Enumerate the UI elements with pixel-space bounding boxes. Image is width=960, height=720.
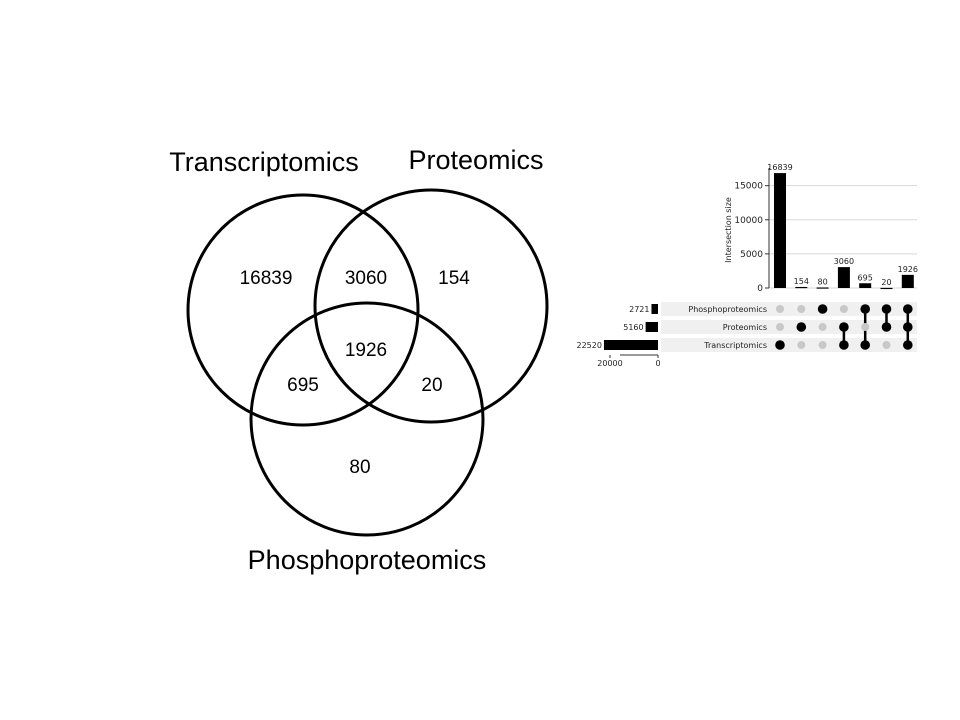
matrix-dot-filled bbox=[860, 340, 870, 350]
set-size-label: 22520 bbox=[576, 341, 601, 350]
y-tick-label: 10000 bbox=[734, 216, 763, 226]
upset-set-size-bars: 2721 5160 22520 20000 0 bbox=[576, 304, 661, 368]
set-size-bar bbox=[651, 304, 658, 314]
set-name-label: Phosphoproteomics bbox=[688, 305, 767, 314]
count-transcriptomics-phospho: 695 bbox=[287, 375, 319, 396]
set-name-label: Proteomics bbox=[723, 323, 767, 332]
matrix-row-shade bbox=[661, 338, 917, 352]
y-tick-label: 5000 bbox=[740, 250, 763, 260]
matrix-dot-filled bbox=[839, 340, 849, 350]
matrix-dot-empty bbox=[839, 305, 848, 313]
set-size-label: 2721 bbox=[629, 305, 649, 314]
intersection-bar bbox=[859, 283, 872, 288]
y-tick-label: 0 bbox=[757, 284, 763, 294]
intersection-bar bbox=[880, 287, 893, 290]
matrix-row-shade bbox=[661, 320, 917, 334]
intersection-bar bbox=[774, 173, 786, 288]
intersection-value-label: 20 bbox=[881, 278, 891, 287]
count-proteomics-only: 154 bbox=[438, 268, 470, 289]
set-size-label: 5160 bbox=[623, 323, 643, 332]
set-size-tick-label: 20000 bbox=[597, 359, 622, 368]
count-all-three: 1926 bbox=[345, 340, 387, 361]
matrix-dot-empty bbox=[776, 305, 784, 313]
matrix-dot-empty bbox=[818, 323, 827, 331]
matrix-dot-empty bbox=[882, 341, 891, 349]
set-size-tick-label: 0 bbox=[655, 359, 660, 368]
upset-plot: Phosphoproteomics Proteomics Transcriptomi… bbox=[576, 163, 917, 368]
matrix-dot-empty bbox=[818, 341, 827, 349]
proteomics-label: Proteomics bbox=[408, 145, 543, 175]
matrix-dot-filled bbox=[839, 322, 849, 332]
count-transcriptomics-proteomics: 3060 bbox=[345, 268, 387, 289]
intersection-value-label: 3060 bbox=[834, 257, 854, 266]
intersection-value-label: 1926 bbox=[898, 265, 918, 274]
transcriptomics-circle bbox=[186, 193, 420, 427]
matrix-dot-filled bbox=[903, 304, 913, 314]
matrix-dot-filled bbox=[796, 322, 807, 332]
set-size-bar bbox=[645, 322, 658, 332]
count-transcriptomics-only: 16839 bbox=[240, 268, 293, 289]
count-proteomics-phospho: 20 bbox=[421, 375, 442, 396]
transcriptomics-label: Transcriptomics bbox=[169, 147, 359, 177]
y-tick-label: 15000 bbox=[734, 182, 763, 192]
matrix-dot-filled bbox=[903, 322, 913, 332]
matrix-dot-filled bbox=[881, 304, 892, 314]
proteomics-circle bbox=[313, 188, 549, 424]
intersection-bar bbox=[795, 286, 808, 289]
intersection-value-label: 154 bbox=[794, 277, 809, 286]
intersection-value-label: 16839 bbox=[767, 163, 792, 172]
set-size-bar bbox=[603, 340, 658, 350]
matrix-dot-filled bbox=[775, 340, 785, 350]
set-name-label: Transcriptomics bbox=[703, 341, 767, 350]
count-phospho-only: 80 bbox=[349, 457, 370, 478]
matrix-dot-empty bbox=[797, 341, 806, 349]
intersection-value-label: 80 bbox=[818, 277, 828, 286]
matrix-dot-filled bbox=[860, 304, 870, 314]
matrix-dot-empty bbox=[776, 323, 784, 331]
matrix-row-shade bbox=[661, 302, 917, 316]
venn-diagram: Transcriptomics Proteomics Phosphoproteo… bbox=[169, 145, 549, 575]
matrix-dot-empty bbox=[861, 323, 870, 331]
intersection-bar bbox=[816, 287, 829, 289]
upset-intersection-bars: 16839 154 80 3060 695 20 1926 bbox=[767, 163, 918, 290]
phosphoproteomics-label: Phosphoproteomics bbox=[248, 545, 487, 575]
intersection-value-label: 695 bbox=[858, 273, 873, 282]
matrix-dot-filled bbox=[881, 322, 892, 332]
y-axis-label: Intersection size bbox=[724, 197, 733, 263]
upset-membership-matrix bbox=[775, 304, 913, 350]
upset-matrix-rows: Phosphoproteomics Proteomics Transcriptomi… bbox=[661, 302, 917, 352]
matrix-dot-filled bbox=[903, 340, 913, 350]
phosphoproteomics-circle bbox=[249, 301, 485, 537]
intersection-bar bbox=[901, 274, 914, 288]
matrix-dot-filled bbox=[817, 304, 828, 314]
intersection-bar bbox=[837, 267, 850, 288]
matrix-dot-empty bbox=[797, 305, 806, 313]
